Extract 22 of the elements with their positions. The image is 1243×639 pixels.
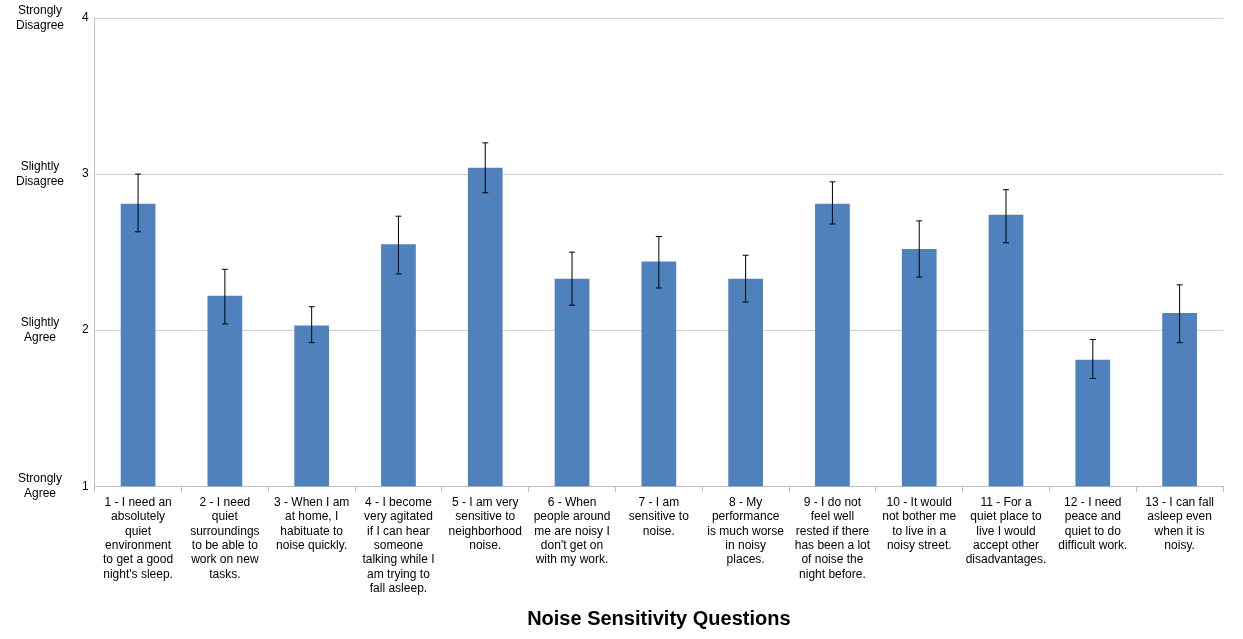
text: Strongly Disagree bbox=[15, 2, 65, 32]
x-tick-label: 7 - I am sensitive to noise. bbox=[628, 494, 690, 538]
x-tick-label: 8 - My performance is much worse in noisy places. bbox=[707, 494, 785, 567]
text: Slightly Disagree bbox=[15, 158, 65, 188]
x-tick-label: 13 - I can fall asleep even when it is noisy. bbox=[1145, 494, 1214, 552]
text: Slightly Agree bbox=[20, 314, 60, 344]
x-tick-label: 10 - It would not bother me to live in a noisy street. bbox=[882, 494, 957, 552]
x-tick-label: 1 - I need an absolutely quiet environment to get a good night's sleep. bbox=[103, 494, 174, 581]
x-tick-label: 11 - For a quiet place to live I would accept other disadvantages. bbox=[965, 494, 1047, 567]
x-tick-label: 4 - I become very agitated if I can hear someone talking while I am trying to fall asleep. bbox=[362, 494, 435, 596]
y-tick-label: 2 bbox=[81, 322, 89, 337]
y-tick-label: 1 bbox=[81, 478, 89, 493]
y-tick-label: 4 bbox=[81, 10, 89, 25]
text: Strongly Agree bbox=[17, 471, 63, 501]
x-axis-title: Noise Sensitivity Questions bbox=[527, 606, 791, 629]
x-tick-label: 3 - When I am at home, I habituate to noise quickly. bbox=[273, 494, 350, 552]
y-tick-label: 3 bbox=[81, 166, 89, 181]
x-tick-label: 12 - I need peace and quiet to do difficult work. bbox=[1058, 494, 1128, 552]
x-tick-label: 5 - I am very sensitive to neighborhood noise. bbox=[448, 494, 522, 552]
x-tick-label: 6 - When people around me are noisy I don't get on with my work. bbox=[533, 494, 611, 567]
x-tick-label: 9 - I do not feel well rested if there has been a lot of noise the night before. bbox=[794, 494, 871, 581]
x-tick-label: 2 - I need quiet surroundings to be able to work on new tasks. bbox=[190, 494, 260, 581]
